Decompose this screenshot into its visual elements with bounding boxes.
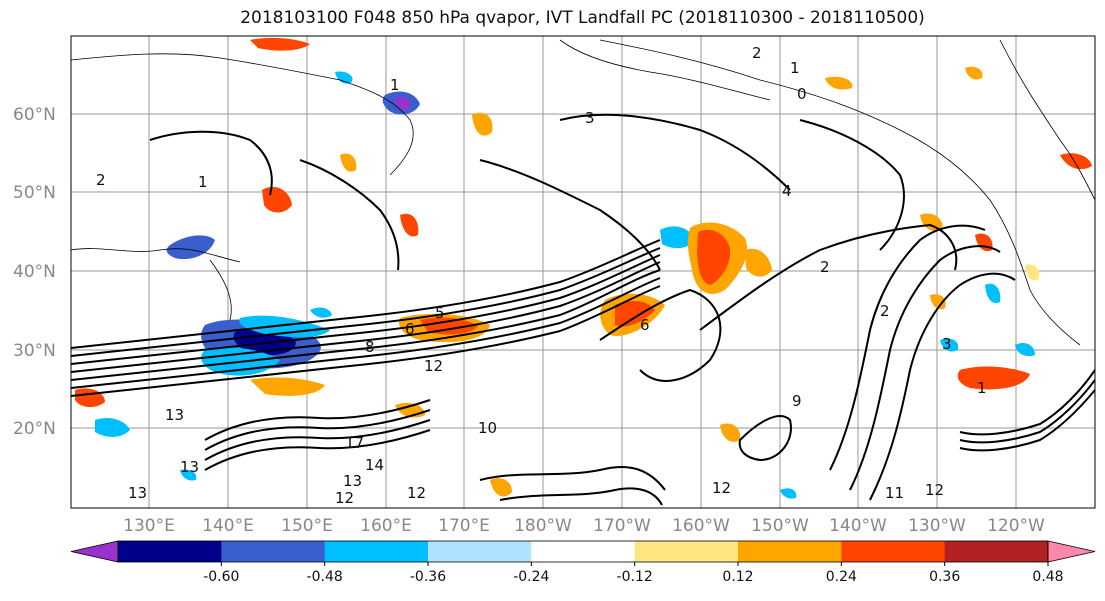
colorbar-segment (324, 541, 429, 562)
contour-label: 13 (180, 458, 199, 476)
colorbar-segment (944, 541, 1049, 562)
map-frame (70, 35, 1096, 509)
colorbar-outline (117, 540, 1049, 563)
colorbar-tick-label: -0.12 (617, 569, 653, 585)
ivt-contours (71, 113, 1095, 506)
contour-label: 1 (390, 76, 400, 94)
coastlines (71, 39, 1095, 346)
lon-label: 150°W (751, 516, 809, 536)
colorbar-segment (221, 541, 326, 562)
colorbar-segment (531, 541, 636, 562)
contour-label: 11 (885, 484, 904, 502)
lon-label: 130°E (123, 516, 175, 536)
lon-label: 120°W (987, 516, 1045, 536)
colorbar: -0.60 -0.48 -0.36 -0.24 -0.12 0.12 0.24 0.36 0.4… (70, 540, 1096, 585)
contour-label: 12 (925, 481, 944, 499)
contour-label: 12 (712, 479, 731, 497)
contour-label: 8 (365, 338, 375, 356)
colorbar-tick-label: 0.12 (722, 569, 753, 585)
lon-label: 170°W (593, 516, 651, 536)
lon-label: 170°E (438, 516, 490, 536)
lon-label: 140°W (829, 516, 887, 536)
lat-label: 20°N (13, 419, 56, 439)
figure-title: 2018103100 F048 850 hPa qvapor, IVT Land… (240, 8, 925, 28)
contour-label: 3 (942, 335, 952, 353)
contour-label: 12 (407, 484, 426, 502)
lat-label: 40°N (13, 262, 56, 282)
contour-label: 2 (96, 171, 106, 189)
contour-label: 13 (343, 472, 362, 490)
lon-label: 160°W (672, 516, 730, 536)
contour-labels: 2 1 0 3 4 2 1 2 2 6 5 8 9 12 12 13 13 13… (96, 44, 987, 507)
colorbar-tick-label: -0.48 (307, 569, 343, 585)
contour-label: 9 (792, 392, 802, 410)
contour-label: 6 (405, 320, 415, 338)
colorbar-tick-label: -0.60 (203, 569, 239, 585)
contour-label: 3 (585, 109, 595, 127)
contour-label: 17 (345, 434, 364, 452)
map-background (71, 36, 1095, 508)
colorbar-segment (118, 541, 222, 562)
colorbar-extend-low (70, 540, 119, 563)
lat-label: 50°N (13, 183, 56, 203)
contour-label: 14 (365, 456, 384, 474)
contour-label: 4 (782, 182, 792, 200)
contour-label: 1 (790, 59, 800, 77)
contour-label: 2 (820, 258, 830, 276)
colorbar-tick-label: 0.36 (929, 569, 960, 585)
colorbar-segment (428, 541, 532, 562)
colorbar-segment (634, 541, 739, 562)
contour-label: 1 (198, 173, 208, 191)
lon-label: 130°W (908, 516, 966, 536)
lat-label: 30°N (13, 341, 56, 361)
contour-label: 13 (128, 484, 147, 502)
colorbar-tick-label: -0.24 (513, 569, 549, 585)
contour-label: 2 (752, 44, 762, 62)
lon-label: 160°E (360, 516, 412, 536)
latitude-labels: 60°N 50°N 40°N 30°N 20°N (13, 105, 56, 439)
colorbar-tick-label: -0.36 (410, 569, 446, 585)
contour-label: 12 (424, 357, 443, 375)
graticule (71, 36, 1095, 508)
colorbar-segment (841, 541, 946, 562)
colorbar-extend-high (1047, 540, 1096, 563)
contour-label: 10 (478, 419, 497, 437)
colorbar-segment (738, 541, 842, 562)
colorbar-tick-label: 0.24 (826, 569, 857, 585)
contour-label: 12 (335, 489, 354, 507)
lon-label: 140°E (202, 516, 254, 536)
lon-label: 150°E (281, 516, 333, 536)
lat-label: 60°N (13, 105, 56, 125)
contour-label: 13 (165, 406, 184, 424)
contour-label: 6 (640, 316, 650, 334)
contour-label: 2 (880, 302, 890, 320)
colorbar-tick-label: 0.48 (1032, 569, 1063, 585)
contour-label: 5 (435, 304, 445, 322)
longitude-labels: 130°E 140°E 150°E 160°E 170°E 180°W 170°… (123, 516, 1045, 536)
lon-label: 180°W (514, 516, 572, 536)
contour-label: 0 (797, 85, 807, 103)
contour-label: 1 (977, 379, 987, 397)
